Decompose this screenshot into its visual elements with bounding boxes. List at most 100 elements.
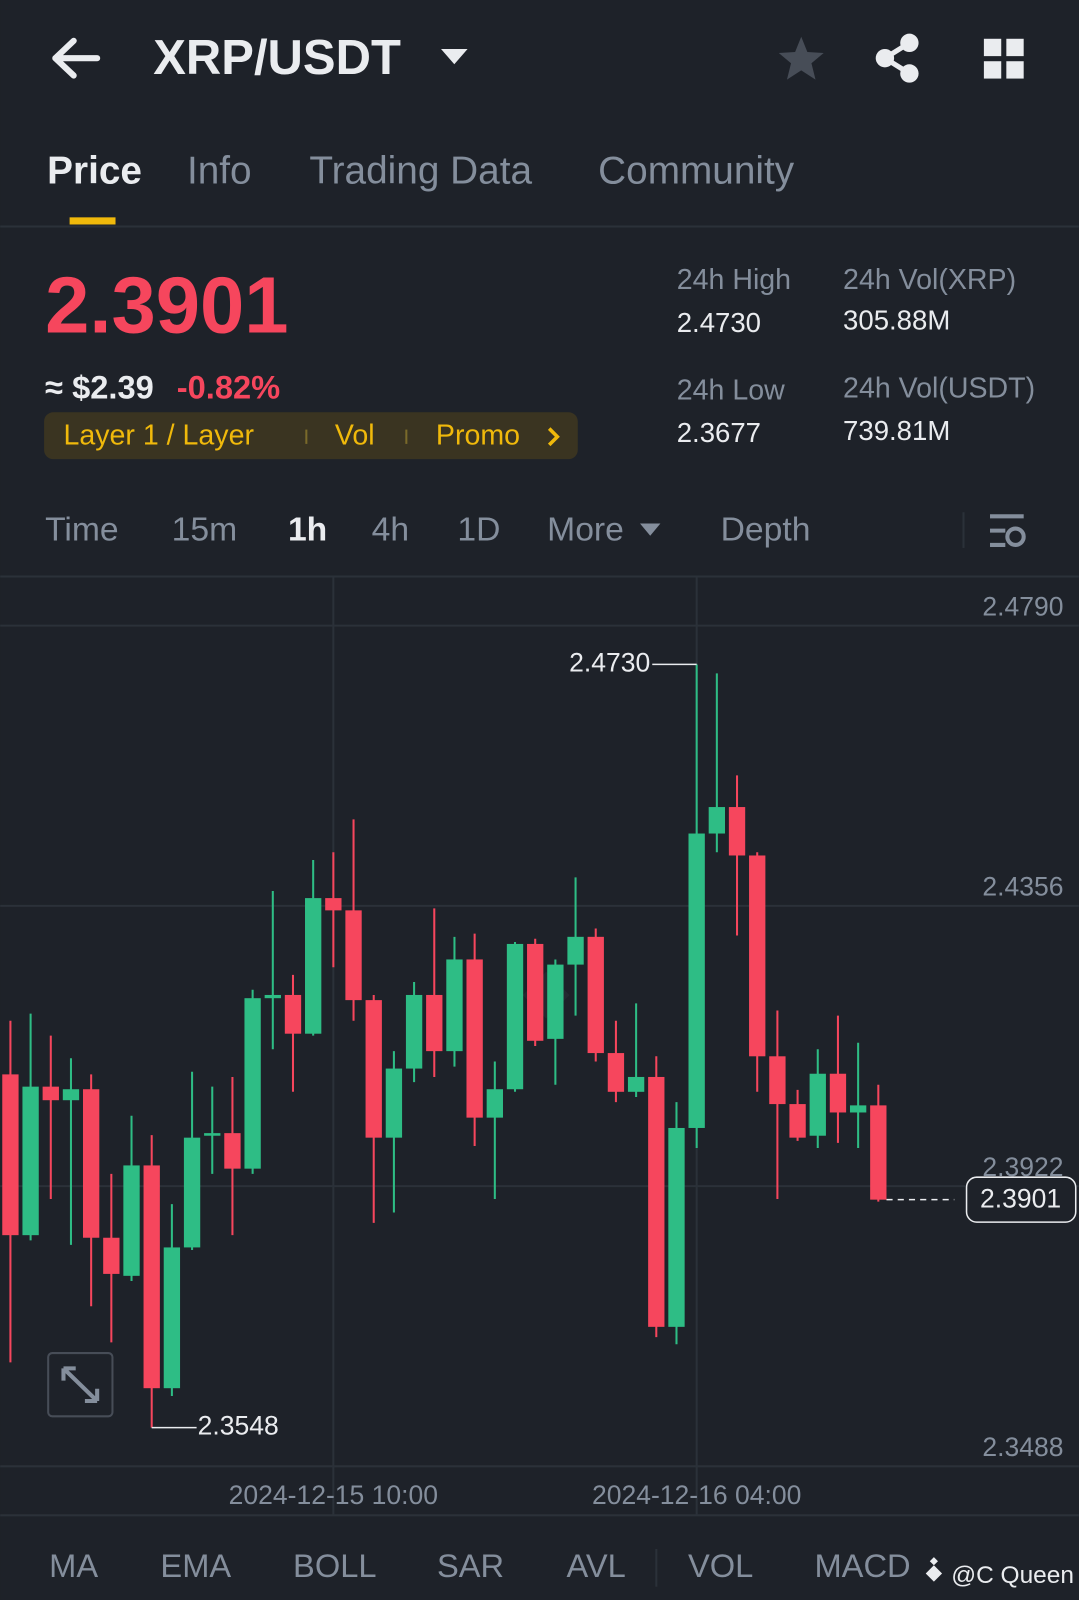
candle-body bbox=[789, 1104, 806, 1138]
candle-body bbox=[183, 1137, 201, 1248]
stat-label: 24h Vol(USDT) bbox=[843, 372, 1035, 404]
x-tick-label: 2024-12-16 04:00 bbox=[592, 1480, 801, 1510]
candle-body bbox=[728, 807, 746, 856]
candle-body bbox=[708, 807, 726, 834]
candle-body bbox=[82, 1089, 100, 1238]
candle-body bbox=[749, 855, 766, 1057]
chart-settings[interactable] bbox=[990, 514, 1026, 547]
tab[interactable]: Community bbox=[598, 150, 795, 193]
grid-cell bbox=[983, 38, 1002, 57]
fullscreen-button[interactable] bbox=[47, 1352, 114, 1418]
candle-body bbox=[688, 833, 705, 1128]
stat-value: 2.4730 bbox=[677, 307, 761, 338]
candle-body bbox=[607, 1053, 625, 1092]
stat-value: 739.81M bbox=[843, 415, 950, 446]
candle-body bbox=[769, 1056, 786, 1105]
low-marker-label: 2.3548 bbox=[198, 1411, 279, 1441]
interval[interactable]: 1D bbox=[457, 512, 500, 549]
watermark: @C Queen bbox=[951, 1562, 1074, 1589]
high-marker-label: 2.4730 bbox=[569, 647, 650, 677]
pair-dropdown[interactable] bbox=[441, 48, 468, 65]
back-button[interactable] bbox=[52, 37, 101, 79]
tag[interactable]: Promo bbox=[436, 419, 520, 451]
candle-body bbox=[809, 1073, 826, 1136]
grid-menu[interactable] bbox=[983, 38, 1024, 79]
indicator[interactable]: SAR bbox=[437, 1547, 504, 1584]
tag[interactable]: Vol bbox=[335, 419, 375, 451]
stat-label: 24h Vol(XRP) bbox=[843, 264, 1016, 296]
tag-chevron bbox=[547, 427, 560, 447]
share-lines bbox=[880, 40, 911, 76]
candle-body bbox=[405, 994, 423, 1069]
last-price-label: 2.3901 bbox=[980, 1184, 1061, 1214]
candle-body bbox=[2, 1074, 19, 1236]
candle-body bbox=[385, 1068, 403, 1138]
candle-body bbox=[325, 898, 342, 911]
grid-cell bbox=[983, 61, 1002, 79]
price-change: -0.82% bbox=[177, 368, 280, 405]
x-tick-label: 2024-12-15 10:00 bbox=[229, 1480, 438, 1510]
candle-body bbox=[62, 1089, 80, 1101]
candle-body bbox=[567, 936, 584, 965]
indicator[interactable]: MACD bbox=[815, 1547, 911, 1584]
tag[interactable]: Layer 1 / Layer bbox=[63, 419, 254, 451]
last-price-box bbox=[965, 1176, 1077, 1223]
indicator[interactable]: EMA bbox=[160, 1547, 231, 1584]
grid-cell bbox=[1006, 38, 1024, 57]
indicator[interactable]: BOLL bbox=[293, 1547, 376, 1584]
candle-body bbox=[668, 1127, 685, 1327]
interval[interactable]: 15m bbox=[172, 512, 237, 549]
candle-body bbox=[163, 1247, 181, 1389]
candle-body bbox=[648, 1076, 665, 1327]
candle-body bbox=[305, 898, 322, 1034]
last-price: 2.3901 bbox=[45, 260, 288, 349]
stat-value: 2.3677 bbox=[677, 417, 761, 448]
candle-body bbox=[426, 994, 443, 1052]
y-tick-label: 2.3488 bbox=[982, 1432, 1063, 1462]
share-button[interactable] bbox=[875, 33, 919, 83]
interval[interactable]: 4h bbox=[372, 512, 409, 549]
candle-body bbox=[365, 1000, 382, 1138]
candle-body bbox=[829, 1073, 847, 1113]
tab[interactable]: Price bbox=[47, 150, 142, 193]
usd-price: ≈ $2.39 bbox=[45, 368, 154, 405]
pair-title[interactable]: XRP/USDT bbox=[153, 31, 401, 85]
candle-body bbox=[527, 943, 544, 1041]
candle-body bbox=[870, 1105, 887, 1200]
more-dropdown bbox=[640, 523, 661, 536]
candle-body bbox=[849, 1105, 867, 1113]
candle-body bbox=[506, 943, 524, 1090]
candle-body bbox=[587, 936, 604, 1054]
candle-body bbox=[446, 959, 463, 1052]
interval[interactable]: Time bbox=[45, 512, 119, 549]
candle-body bbox=[264, 994, 281, 999]
indicator[interactable]: MA bbox=[49, 1547, 98, 1584]
candle-body bbox=[204, 1133, 221, 1136]
candle-body bbox=[345, 910, 362, 1001]
stat-label: 24h Low bbox=[677, 374, 785, 406]
stat-label: 24h High bbox=[677, 264, 791, 296]
candle-body bbox=[42, 1086, 59, 1101]
tag-bar[interactable] bbox=[44, 412, 578, 460]
candle-body bbox=[486, 1089, 503, 1118]
tab[interactable]: Info bbox=[187, 150, 252, 193]
y-tick-label: 2.4790 bbox=[982, 591, 1063, 621]
interval[interactable]: More bbox=[547, 512, 624, 549]
indicator[interactable]: VOL bbox=[688, 1547, 753, 1584]
fullscreen-icon bbox=[61, 1366, 100, 1404]
indicator[interactable]: AVL bbox=[567, 1547, 626, 1584]
interval[interactable]: 1h bbox=[288, 512, 327, 549]
candle-body bbox=[547, 964, 564, 1039]
candle-body bbox=[103, 1237, 120, 1274]
candle-body bbox=[284, 994, 302, 1034]
candle-body bbox=[627, 1076, 645, 1092]
tab[interactable]: Trading Data bbox=[309, 150, 532, 193]
tab-indicator bbox=[69, 217, 116, 225]
interval[interactable]: Depth bbox=[721, 512, 811, 549]
candle-body bbox=[22, 1086, 39, 1236]
settings-gear bbox=[1005, 526, 1026, 547]
favorite-star[interactable] bbox=[778, 36, 824, 80]
settings-lines bbox=[990, 514, 1024, 547]
